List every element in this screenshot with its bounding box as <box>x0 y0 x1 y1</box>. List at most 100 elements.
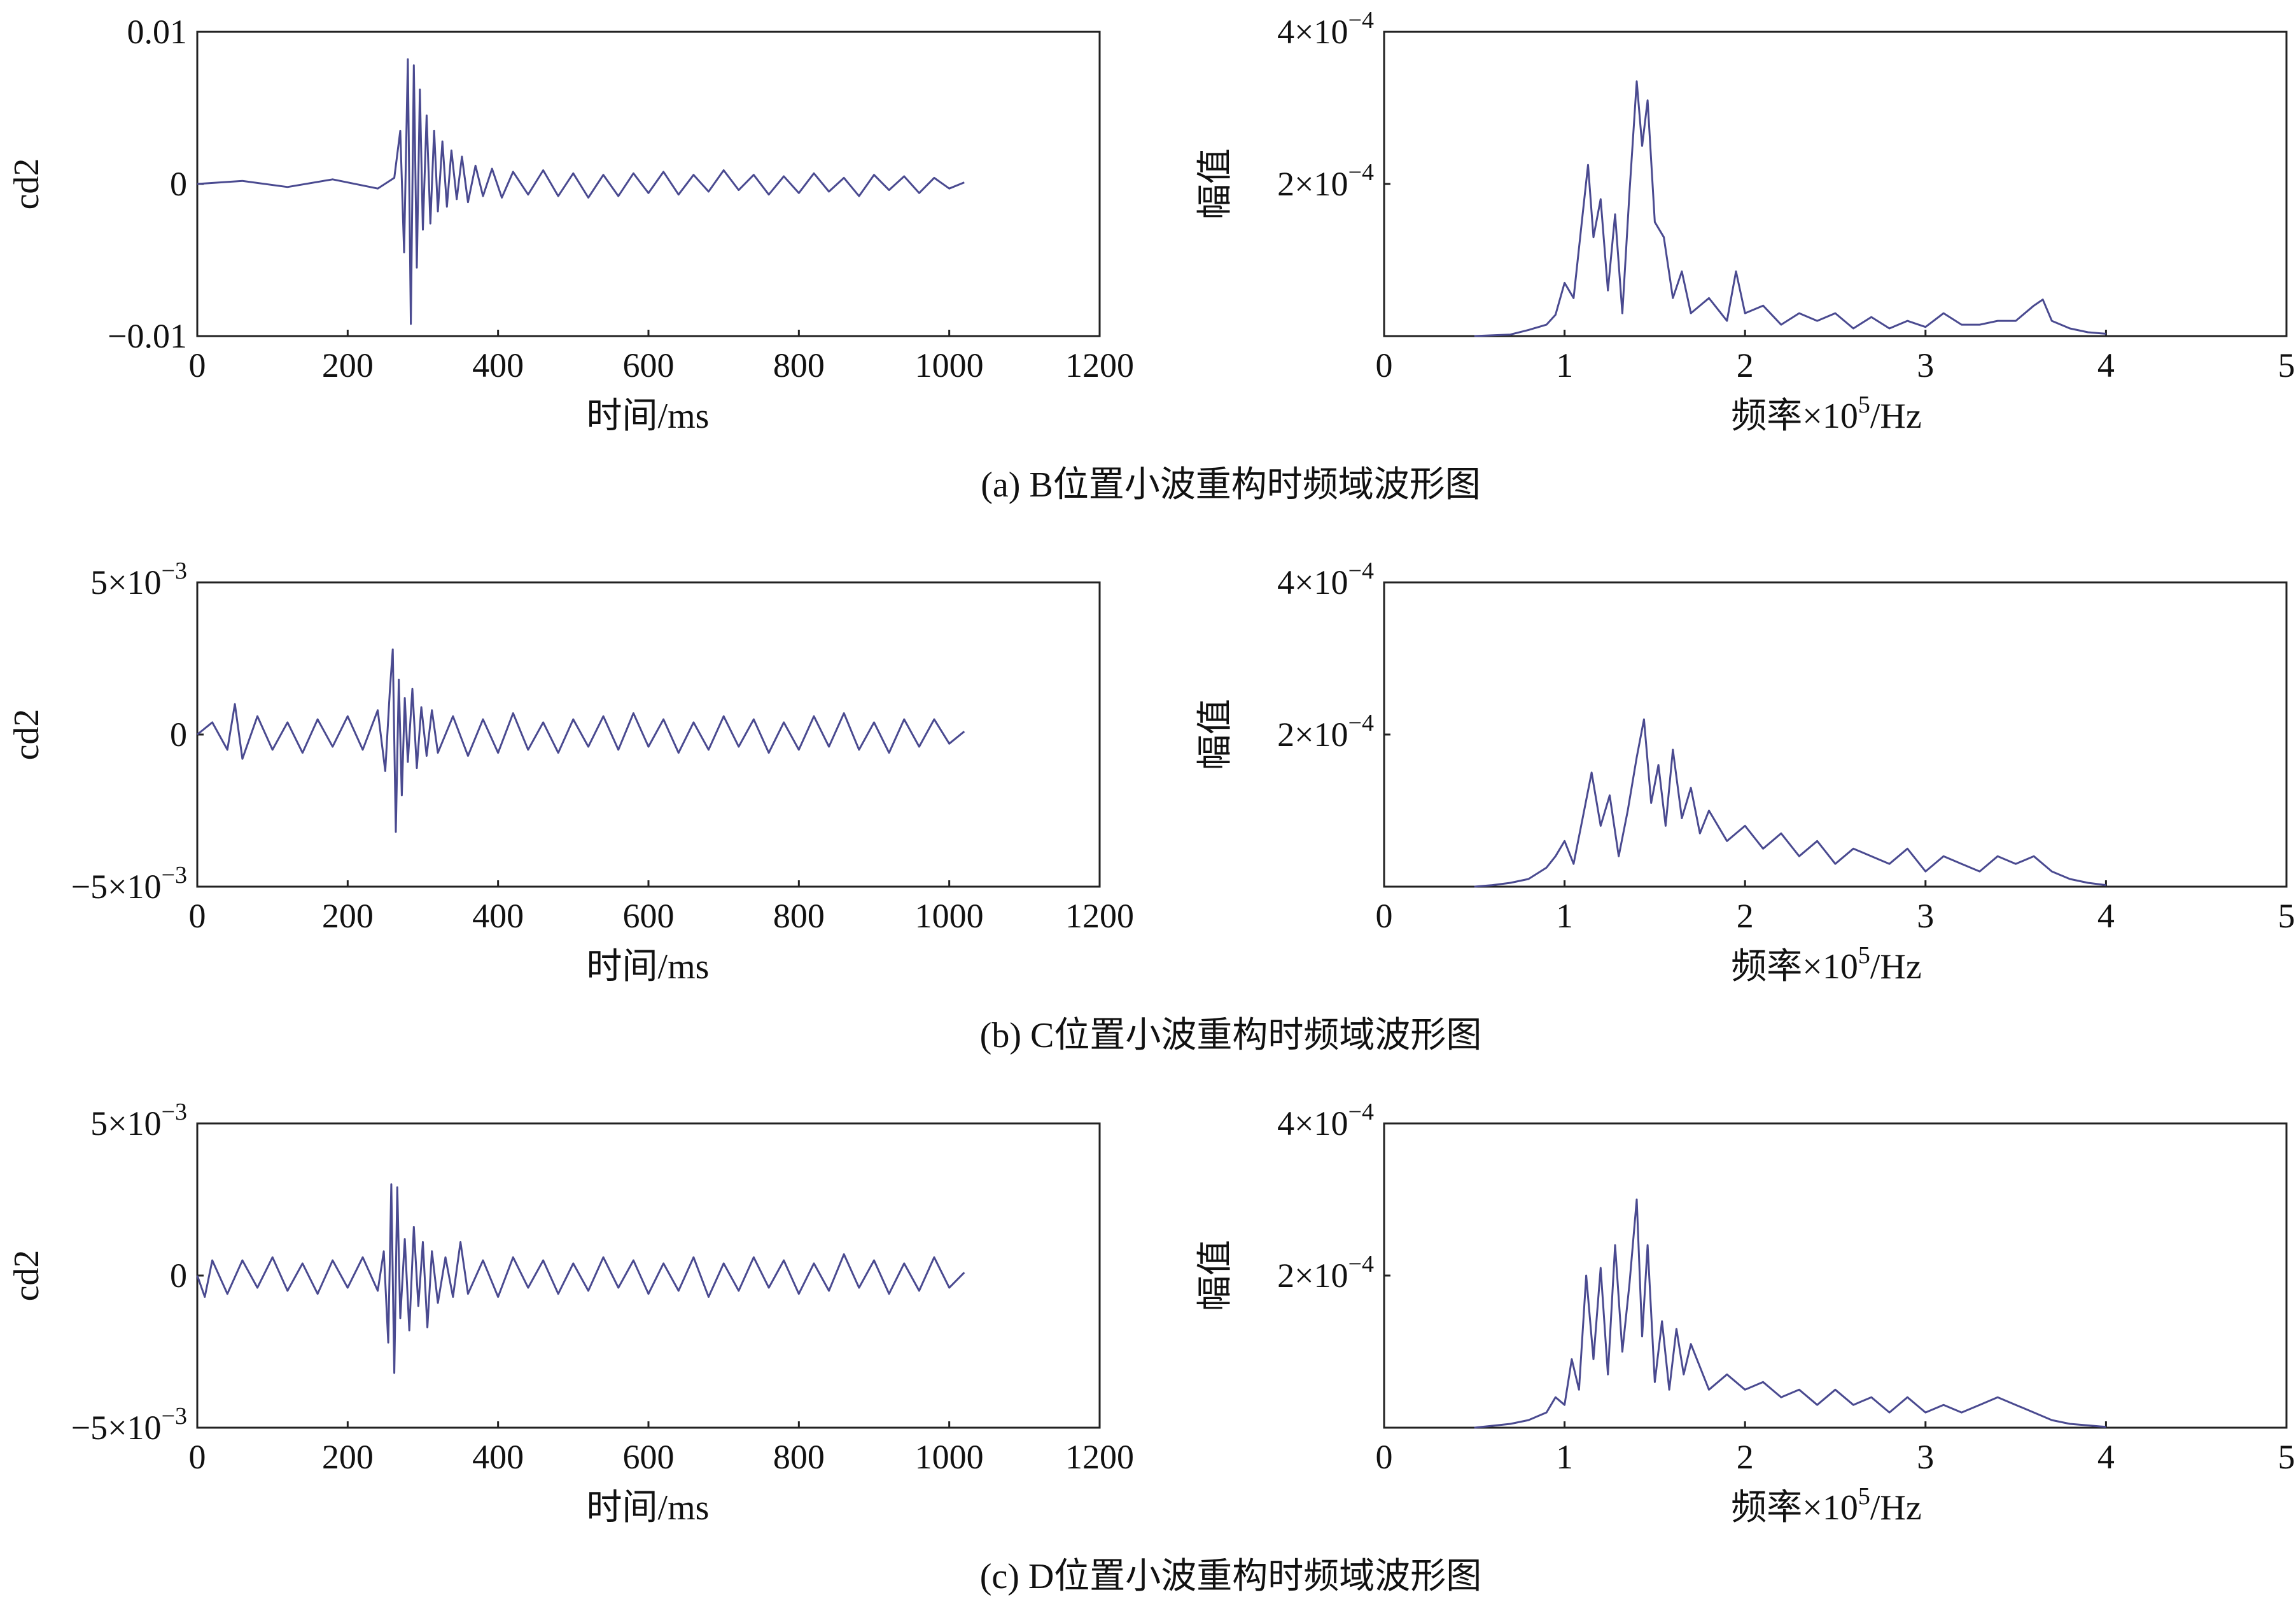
caption-b: (b) C位置小波重构时频域波形图 <box>980 1016 1482 1055</box>
x-axis-label-unit: /Hz <box>1870 1488 1922 1528</box>
y-tick-base: −5×10 <box>71 1409 162 1447</box>
x-tick-label: 4 <box>2097 897 2115 935</box>
x-axis-label-unit: /Hz <box>1870 397 1922 436</box>
y-tick-base: 4×10 <box>1277 1104 1348 1143</box>
y-tick-label: 0 <box>170 1256 187 1295</box>
x-tick-label: 600 <box>623 1438 675 1476</box>
y-tick-base: 0 <box>170 715 187 754</box>
x-axis-label-main: 频率×10 <box>1731 397 1858 436</box>
y-axis-label: 幅值 <box>1196 1240 1235 1311</box>
x-tick-label: 3 <box>1917 346 1934 384</box>
y-axis-label: cd2 <box>7 1250 46 1302</box>
y-tick-label: 4×10−4 <box>1277 7 1374 51</box>
y-tick-exp: −3 <box>162 862 187 889</box>
y-tick-exp: −3 <box>162 1403 187 1430</box>
x-tick-label: 1000 <box>915 1438 984 1476</box>
y-tick-exp: −3 <box>162 558 187 584</box>
x-axis-label: 频率×105/Hz <box>1731 1483 1921 1528</box>
y-tick-base: 5×10 <box>90 1104 161 1143</box>
x-tick-label: 2 <box>1737 346 1754 384</box>
x-tick-label: 600 <box>623 346 675 384</box>
x-tick-label: 1000 <box>915 346 984 384</box>
y-tick-label: 2×10−4 <box>1277 1251 1374 1295</box>
chart-marks-1: 0 1 2 3 4 52×10−44×10−4 <box>1277 7 2295 384</box>
y-tick-label: 5×10−3 <box>90 1099 187 1143</box>
x-axis-label: 时间/ms <box>587 947 710 987</box>
y-tick-exp: −4 <box>1348 7 1374 34</box>
y-axis-label: 幅值 <box>1196 148 1235 220</box>
x-tick-label: 400 <box>472 1438 524 1476</box>
x-tick-label: 200 <box>322 897 374 935</box>
x-tick-label: 0 <box>189 346 206 384</box>
x-axis-label-main: 频率×10 <box>1731 1488 1858 1528</box>
x-tick-label: 1200 <box>1065 1438 1134 1476</box>
caption-c: (c) D位置小波重构时频域波形图 <box>980 1557 1482 1596</box>
y-tick-base: 4×10 <box>1277 13 1348 51</box>
y-tick-exp: −4 <box>1348 1251 1374 1277</box>
series-line-幅值 <box>1474 1199 2106 1429</box>
x-tick-label: 0 <box>1376 346 1393 384</box>
x-tick-label: 5 <box>2278 1438 2295 1476</box>
x-tick-label: 200 <box>322 1438 374 1476</box>
chart-marks-5: 0 1 2 3 4 52×10−44×10−4 <box>1277 1099 2295 1476</box>
x-axis-label: 时间/ms <box>587 397 710 436</box>
y-tick-base: 0 <box>170 1256 187 1295</box>
y-tick-label: 0 <box>170 165 187 203</box>
series-line-cd2 <box>196 1183 965 1374</box>
y-tick-label: 2×10−4 <box>1277 710 1374 754</box>
x-tick-label: 3 <box>1917 897 1934 935</box>
y-axis-label: cd2 <box>7 158 46 210</box>
chart-marks-2: 0 200 400 600 800 1000 1200−5×10−305×10−3 <box>71 558 1134 935</box>
x-tick-label: 0 <box>1376 1438 1393 1476</box>
y-tick-label: −0.01 <box>108 317 187 355</box>
y-tick-label: 0.01 <box>127 13 188 51</box>
x-tick-label: 0 <box>189 1438 206 1476</box>
x-axis-label: 频率×105/Hz <box>1731 391 1921 436</box>
x-tick-label: 800 <box>773 1438 825 1476</box>
x-axis-label-exp: 5 <box>1858 942 1870 969</box>
x-axis-label: 频率×105/Hz <box>1731 942 1921 987</box>
x-tick-label: 1000 <box>915 897 984 935</box>
y-axis-label: cd2 <box>7 709 46 761</box>
y-tick-base: −5×10 <box>71 868 162 906</box>
panel-c-freq: 频率×105/Hz 幅值 <box>1196 1122 2288 1528</box>
series-line-cd2 <box>197 58 965 325</box>
x-axis-label-main: 频率×10 <box>1731 947 1858 987</box>
x-tick-label: 5 <box>2278 346 2295 384</box>
x-tick-label: 3 <box>1917 1438 1934 1476</box>
x-tick-label: 1 <box>1556 1438 1573 1476</box>
caption-a: (a) B位置小波重构时频域波形图 <box>981 465 1481 505</box>
x-tick-label: 0 <box>189 897 206 935</box>
y-tick-base: 5×10 <box>90 563 161 601</box>
x-tick-label: 800 <box>773 897 825 935</box>
x-tick-label: 400 <box>472 897 524 935</box>
x-tick-label: 800 <box>773 346 825 384</box>
x-tick-label: 1 <box>1556 897 1573 935</box>
y-tick-label: 4×10−4 <box>1277 558 1374 601</box>
y-tick-exp: −4 <box>1348 159 1374 186</box>
y-tick-label: 2×10−4 <box>1277 159 1374 203</box>
x-tick-label: 1200 <box>1065 897 1134 935</box>
x-tick-label: 1200 <box>1065 346 1134 384</box>
x-tick-label: 2 <box>1737 897 1754 935</box>
panel-b-time: 时间/ms cd2 <box>7 581 1101 987</box>
y-tick-base: 2×10 <box>1277 165 1348 203</box>
series-line-幅值 <box>1474 718 2106 888</box>
y-tick-exp: −4 <box>1348 1099 1374 1125</box>
x-axis-label-unit: /Hz <box>1870 947 1922 987</box>
x-axis-label-exp: 5 <box>1858 1483 1870 1510</box>
x-tick-label: 5 <box>2278 897 2295 935</box>
y-tick-base: 2×10 <box>1277 1256 1348 1295</box>
y-tick-exp: −4 <box>1348 558 1374 584</box>
x-tick-label: 1 <box>1556 346 1573 384</box>
panel-a-freq: 频率×105/Hz 幅值 <box>1196 31 2288 436</box>
x-tick-label: 0 <box>1376 897 1393 935</box>
y-tick-label: −5×10−3 <box>71 1403 187 1447</box>
y-tick-label: 4×10−4 <box>1277 1099 1374 1143</box>
series-line-cd2 <box>197 648 965 833</box>
y-tick-exp: −4 <box>1348 710 1374 736</box>
